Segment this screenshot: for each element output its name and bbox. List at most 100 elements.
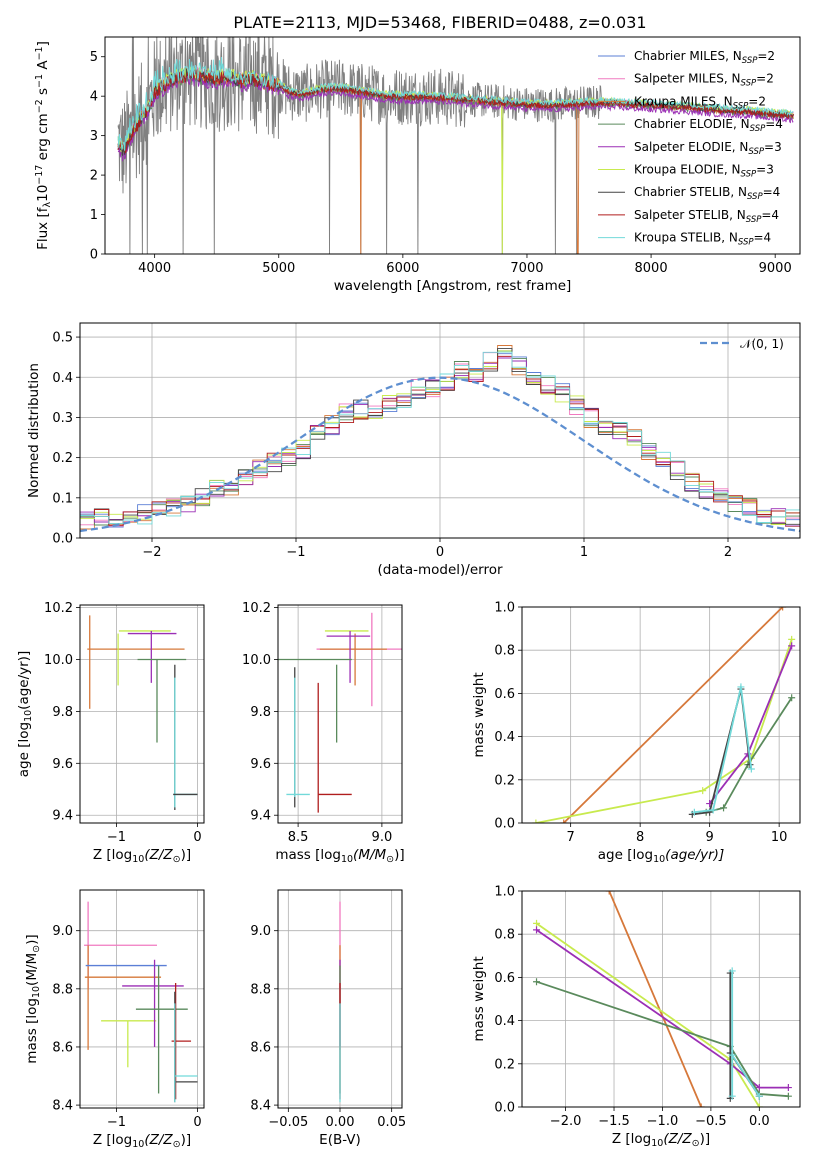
y-tick-label: 0.8 [494, 928, 515, 943]
y-tick-label: 10.0 [44, 653, 73, 668]
plot-mass_vs_ebv: −0.05 0.00 0.05 8.4 8.6 8.8 9.0 E(B-V) [250, 889, 406, 1148]
y-tick-label: 0.2 [52, 451, 73, 466]
label-part: ⊙ [692, 1138, 700, 1149]
label-part: SSP [733, 101, 749, 111]
y-tick-label: 0.8 [494, 644, 515, 659]
x-tick-label: −1 [286, 545, 305, 560]
y-tick-label: 0.3 [52, 411, 73, 426]
plot-age_vs_mass: 8.5 9.0 9.4 9.6 9.8 10.0 10.2 mass [log10(M/M⊙)… [242, 601, 405, 865]
label-part: =3 [764, 140, 782, 154]
plot-spectrum: 4000 5000 6000 7000 8000 9000 0 1 2 3 4 5 wavelength… [34, 36, 801, 294]
label-part: Kroupa ELODIE, N [634, 163, 741, 177]
y-tick-label: 8.4 [250, 1099, 271, 1114]
weight-marker-kroupa_miles [605, 891, 613, 895]
y-tick-label: 0.4 [494, 730, 515, 745]
label-part: =4 [765, 117, 783, 131]
x-tick-label: 0 [193, 830, 201, 845]
y-tick-label: 9.6 [250, 757, 271, 772]
plot-residuals: −2 −1 0 1 2 0.0 0.1 0.2 0.3 0.4 0.5 (data-model)/er… [26, 322, 801, 578]
label-part: (Z/Z [144, 847, 173, 863]
label-part: Chabrier STELIB, N [634, 185, 747, 199]
x-tick-label: −1.0 [647, 1114, 679, 1129]
label-part: (M/M [24, 953, 40, 986]
y-tick-label: 3 [90, 129, 98, 144]
label-part: ⊙ [173, 854, 181, 865]
label-part: E(B-V) [319, 1132, 361, 1148]
label-part: SSP [738, 238, 754, 248]
label-part: ] [35, 41, 51, 46]
label-part: 10 [132, 1139, 144, 1150]
weight-marker-kroupa_stelib [728, 1092, 736, 1100]
label-part: (Z/Z [144, 1132, 173, 1148]
model-spectrum-kroupa_stelib [117, 56, 794, 151]
plot-area [532, 607, 796, 823]
weight-marker-kroupa_elodie [755, 1103, 763, 1107]
residual-legend: 𝒩(0, 1) [700, 337, 784, 351]
x-tick-label: 7 [567, 830, 575, 845]
y-tick-label: 9.6 [52, 757, 73, 772]
y-tick-label: 8.6 [250, 1040, 271, 1055]
x-axis-label: E(B-V) [319, 1132, 361, 1148]
y-tick-label: 9.0 [52, 924, 73, 939]
axes-frame [277, 604, 403, 824]
y-axis-label: mass [log10(M/M⊙)] [24, 934, 42, 1063]
label-part: )] [24, 934, 40, 945]
x-axis-label: Z [log10(Z/Z⊙)] [612, 1131, 710, 1149]
weight-marker-chabrier_elodie [533, 978, 541, 986]
weight-marker-kroupa_stelib [737, 683, 745, 691]
label-part: )] [181, 1132, 192, 1148]
y-tick-label: 8.6 [52, 1040, 73, 1055]
legend-entry-kroupa_miles: Kroupa MILES, NSSP=2 [634, 94, 766, 111]
x-tick-label: −0.05 [268, 1115, 308, 1130]
legend-entry-normal: 𝒩(0, 1) [740, 337, 784, 351]
weight-marker-kroupa_miles [560, 819, 568, 823]
x-tick-label: 0.00 [326, 1115, 355, 1130]
weight-marker-salpeter_elodie [533, 926, 541, 934]
legend-entry-chabrier_miles: Chabrier MILES, NSSP=2 [634, 49, 775, 66]
label-part: age [log [598, 847, 653, 863]
label-part: ⊙ [173, 1139, 181, 1150]
label-part: Z [log [93, 847, 132, 863]
weight-line-kroupa_stelib [694, 686, 753, 814]
x-tick-label: −1 [107, 1115, 126, 1130]
label-part: =4 [754, 231, 772, 245]
label-part: Salpeter ELODIE, N [634, 140, 748, 154]
plot-area [117, 37, 795, 254]
weight-marker-kroupa_stelib [690, 808, 698, 816]
label-part: Flux [f [35, 206, 51, 250]
y-tick-label: 1 [90, 208, 98, 223]
label-part: A [35, 60, 51, 74]
x-tick-label: 10 [771, 830, 788, 845]
y-tick-label: 9.8 [52, 705, 73, 720]
x-axis-label: Z [log10(Z/Z⊙)] [93, 847, 191, 865]
y-tick-label: 0.5 [52, 331, 73, 346]
legend-entry-chabrier_stelib: Chabrier STELIB, NSSP=4 [634, 185, 780, 202]
x-tick-label: 9.0 [372, 830, 393, 845]
x-tick-label: −0.5 [695, 1114, 727, 1129]
model-spectrum-chabrier_stelib [117, 67, 794, 156]
y-tick-label: 9.8 [250, 705, 271, 720]
x-tick-label: −2.0 [550, 1114, 582, 1129]
label-part: SSP [741, 170, 757, 180]
label-part: SSP [747, 192, 763, 202]
y-tick-label: 0.6 [494, 971, 515, 986]
label-part: (age/yr)] [665, 847, 724, 863]
y-tick-label: 9.4 [52, 809, 73, 824]
label-part: 10 [653, 854, 665, 865]
axes-frame [79, 604, 205, 824]
y-tick-label: 1.0 [494, 885, 515, 900]
label-part: (M/M [353, 847, 386, 863]
label-part: )] [700, 1131, 711, 1147]
normal-curve [80, 376, 800, 533]
weight-marker-kroupa_elodie [533, 919, 541, 927]
y-tick-label: 10.2 [242, 601, 271, 616]
figure-title: PLATE=2113, MJD=53468, FIBERID=0488, z=0… [233, 13, 646, 32]
y-tick-label: 0.0 [494, 1101, 515, 1116]
label-part: =3 [756, 163, 774, 177]
legend-entry-salpeter_stelib: Salpeter STELIB, NSSP=4 [634, 208, 779, 225]
plot-area [278, 612, 402, 813]
axes-frame [104, 36, 801, 255]
legend-entry-chabrier_elodie: Chabrier ELODIE, NSSP=4 [634, 117, 783, 134]
